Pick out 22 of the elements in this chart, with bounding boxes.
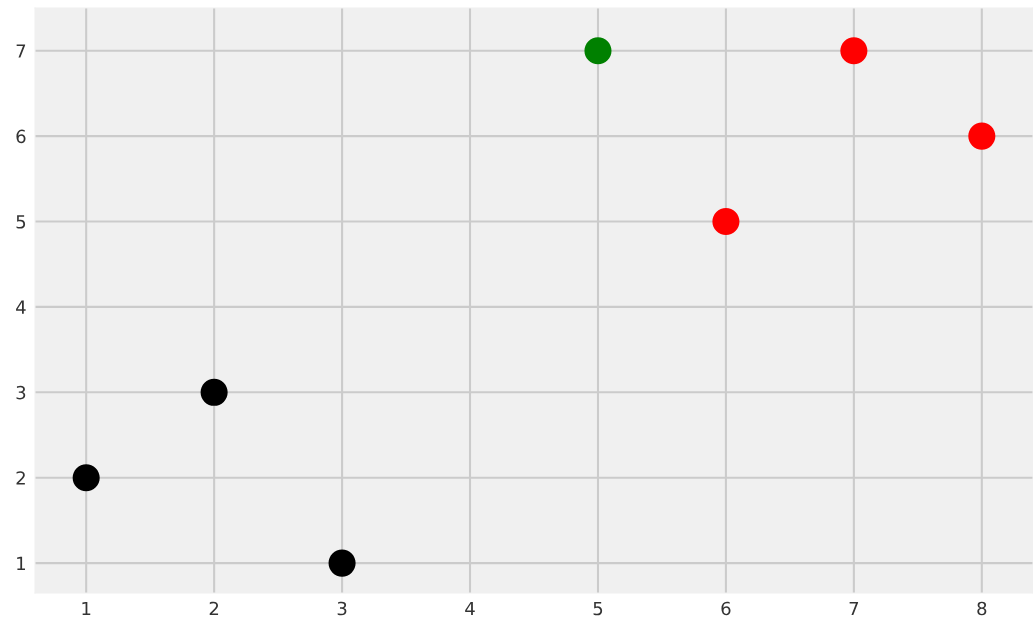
y-tick-label: 5 — [16, 215, 26, 229]
y-tick-label: 3 — [16, 385, 26, 400]
x-tick-label: 3 — [337, 601, 347, 616]
y-tick-label: 4 — [16, 300, 26, 314]
point — [968, 122, 996, 150]
x-tick-label: 5 — [593, 601, 603, 616]
point — [328, 549, 356, 577]
y-tick-label: 2 — [16, 471, 25, 485]
x-tick-label: 1 — [82, 601, 91, 616]
point — [712, 207, 740, 236]
x-tick-label: 2 — [209, 601, 219, 616]
x-tick-label: 6 — [721, 601, 731, 616]
y-tick-label: 1 — [17, 556, 25, 570]
y-tick-label: 6 — [16, 129, 26, 144]
point — [200, 378, 228, 406]
x-tick-label: 7 — [849, 601, 859, 616]
x-tick-label: 4 — [465, 601, 475, 616]
point — [584, 37, 612, 65]
point — [72, 464, 100, 492]
x-tick-label: 8 — [977, 601, 987, 616]
point — [840, 37, 868, 65]
y-tick-label: 7 — [16, 44, 26, 58]
